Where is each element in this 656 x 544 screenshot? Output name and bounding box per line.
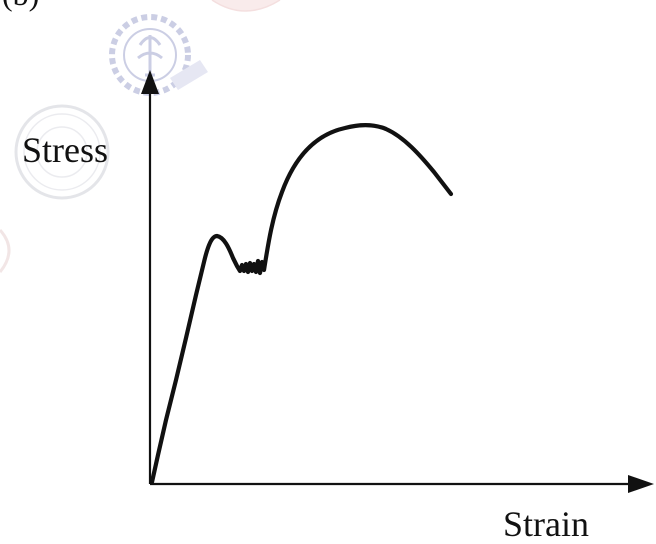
panel-label: (b): [2, 0, 39, 10]
edge-seal-watermark-icon: [0, 228, 11, 273]
watermark-seals: [0, 0, 281, 273]
x-axis-arrowhead: [628, 475, 654, 493]
circular-seal-watermark-icon: [14, 104, 110, 200]
y-axis-arrowhead: [141, 70, 159, 94]
gear-emblem-watermark-icon: [109, 14, 208, 96]
partial-seal-watermark-icon: [211, 0, 281, 12]
stress-strain-curve: [149, 123, 454, 485]
y-axis-label: Stress: [22, 130, 109, 170]
x-axis-label: Strain: [503, 504, 589, 544]
axes: [141, 70, 654, 493]
